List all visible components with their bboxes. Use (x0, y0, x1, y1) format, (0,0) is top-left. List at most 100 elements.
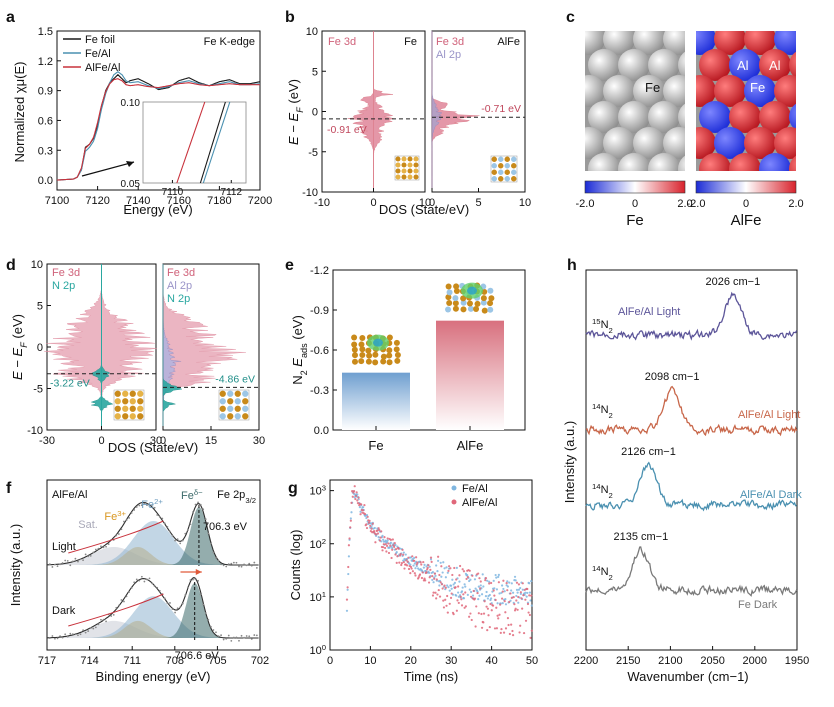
decay-point-AlFe/Al (513, 603, 516, 606)
decay-point-AlFe/Al (462, 570, 466, 573)
colorbar-max: 2.0 (677, 198, 692, 210)
decay-point-AlFe/Al (520, 597, 523, 600)
decay-point-AlFe/Al (385, 544, 389, 547)
inset-atom (413, 162, 419, 168)
decay-point-Fe/Al (477, 585, 480, 588)
decay-point-AlFe/Al (352, 490, 356, 493)
inset-atom (122, 398, 129, 405)
legend-label: AlFe/Al (85, 62, 120, 74)
decay-point-AlFe/Al (426, 566, 429, 570)
inset-atom (401, 162, 407, 168)
peak-annotation: 2026 cm−1 (705, 276, 760, 288)
surface-atom (774, 127, 796, 159)
light-spectrum-data-point (61, 562, 64, 564)
structure-atom (473, 306, 480, 313)
decay-point-Fe/Al (526, 591, 529, 595)
colorbar (584, 180, 686, 194)
surface-atom (648, 153, 680, 171)
light-spectrum-data-point (51, 566, 54, 568)
decay-point-AlFe/Al (468, 569, 471, 572)
decay-point-AlFe/Al (515, 581, 519, 584)
decay-point-Fe/Al (457, 595, 460, 598)
dark-spectrum-data-point (146, 578, 148, 581)
series-label: AlFe/Al Light (618, 306, 680, 318)
surface-atom (648, 101, 680, 133)
light-spectrum-data-point (174, 539, 176, 542)
legend-fe3d: Fe 3d (328, 36, 356, 48)
decay-point-AlFe/Al (469, 612, 472, 615)
inset-y-tick: 0.05 (121, 179, 141, 190)
decay-point-AlFe/Al (349, 519, 352, 522)
decay-point-AlFe/Al (382, 546, 385, 549)
x-tick-label: 50 (526, 655, 538, 667)
x-tick-label: 2100 (658, 655, 682, 667)
decay-point-AlFe/Al (453, 566, 456, 570)
light-spectrum-fit-envelope (47, 501, 259, 566)
decay-point-AlFe/Al (403, 567, 406, 570)
dark-spectrum-data-point (84, 631, 87, 634)
decay-point-Fe/Al (477, 598, 480, 601)
row-label: Light (52, 541, 76, 553)
y-tick-label: 5 (37, 301, 43, 313)
y-tick-label: 10 (31, 259, 43, 271)
light-spectrum-data-point (123, 520, 125, 523)
y-tick-label: -0.6 (310, 345, 329, 357)
decay-point-AlFe/Al (374, 541, 377, 544)
decay-point-AlFe/Al (348, 537, 351, 540)
decay-point-Fe/Al (498, 592, 501, 595)
decay-point-Fe/Al (402, 551, 405, 554)
decay-point-AlFe/Al (501, 590, 504, 593)
decay-point-AlFe/Al (526, 602, 530, 606)
dark-spectrum-data-point (69, 632, 72, 635)
decay-point-AlFe/Al (479, 587, 482, 590)
decay-point-AlFe/Al (387, 542, 390, 545)
decay-point-Fe/Al (515, 594, 518, 598)
decay-point-AlFe/Al (455, 578, 458, 581)
inset-atom (498, 176, 504, 182)
light-spectrum-data-point (240, 565, 243, 568)
surface-atom (759, 153, 791, 171)
decay-point-AlFe/Al (472, 589, 475, 593)
light-spectrum-data-point (227, 563, 230, 566)
panel-letter-c: c (566, 9, 575, 26)
panel-letter-f: f (6, 480, 12, 497)
dark-spectrum-data-point (212, 629, 215, 631)
dark-spectrum-data-point (235, 636, 238, 639)
decay-point-Fe/Al (437, 559, 440, 562)
inset-atom (114, 390, 121, 397)
spectrum-line-Fe Dark (585, 546, 798, 597)
light-spectrum-data-point (194, 503, 197, 506)
structure-atom (474, 300, 481, 307)
decay-point-AlFe/Al (410, 567, 413, 570)
decay-point-Fe/Al (514, 579, 517, 582)
inset-atom (219, 390, 226, 397)
decay-point-Fe/Al (443, 567, 446, 570)
decay-point-AlFe/Al (471, 574, 474, 577)
decay-point-Fe/Al (524, 591, 527, 594)
decay-point-AlFe/Al (489, 602, 492, 606)
dark-spectrum-data-point (112, 613, 115, 616)
decay-point-Fe/Al (434, 574, 437, 577)
decay-point-AlFe/Al (483, 600, 486, 603)
light-spectrum-data-point (138, 504, 141, 507)
light-spectrum-data-point (74, 557, 77, 560)
decay-point-Fe/Al (528, 591, 531, 594)
decay-point-AlFe/Al (529, 636, 532, 639)
decay-point-Fe/Al (365, 514, 369, 517)
x-tick-label: 10 (364, 655, 376, 667)
structure-atom (487, 287, 494, 294)
decay-point-Fe/Al (480, 593, 484, 596)
light-spectrum-data-point (92, 551, 95, 554)
decay-point-AlFe/Al (440, 583, 444, 586)
decay-point-AlFe/Al (420, 576, 424, 580)
dark-spectrum-data-point (209, 625, 212, 628)
y-tick-label: 5 (312, 66, 318, 78)
dark-spectrum-data-point (59, 635, 61, 638)
dos-fill-fe (373, 31, 394, 192)
decay-point-AlFe/Al (393, 545, 396, 548)
shift-arrowhead (195, 569, 202, 575)
decay-point-Fe/Al (455, 566, 458, 569)
light-spectrum-component (47, 507, 260, 565)
light-spectrum-data-point (250, 564, 253, 567)
